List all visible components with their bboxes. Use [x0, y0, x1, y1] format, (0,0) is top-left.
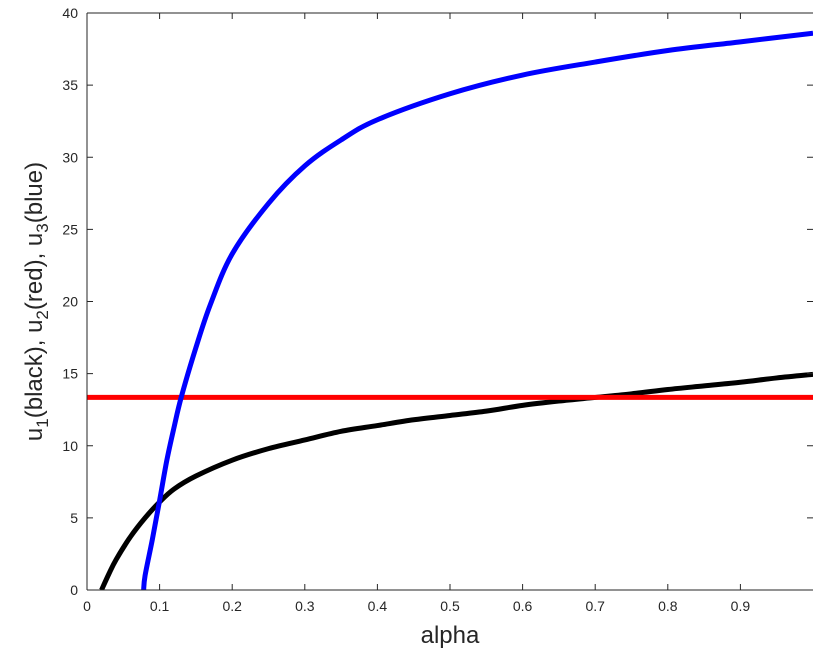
- y-axis-label-subscript: 1: [33, 418, 52, 427]
- y-axis-label-text: (blue): [21, 162, 48, 223]
- x-tick-label: 0.9: [731, 598, 751, 614]
- x-tick-label: 0: [83, 598, 91, 614]
- x-tick-label: 0.8: [658, 598, 678, 614]
- y-tick-label: 10: [62, 438, 78, 454]
- y-tick-label: 40: [62, 5, 78, 21]
- y-axis-label-text: (red), u: [21, 233, 48, 310]
- y-tick-label: 25: [62, 221, 78, 237]
- y-tick-label: 5: [70, 510, 78, 526]
- y-tick-label: 30: [62, 149, 78, 165]
- y-tick-label: 15: [62, 366, 78, 382]
- plot-area: [87, 13, 813, 590]
- x-tick-label: 0.6: [513, 598, 533, 614]
- y-tick-label: 20: [62, 294, 78, 310]
- x-tick-label: 0.3: [295, 598, 315, 614]
- x-tick-label: 0.5: [440, 598, 460, 614]
- series-line-1: [99, 371, 813, 590]
- x-axis-label: alpha: [421, 622, 480, 649]
- y-axis-label: u1(black), u2(red), u3(blue): [21, 162, 52, 441]
- y-axis-label-text: u: [21, 428, 48, 441]
- x-tick-label: 0.2: [222, 598, 242, 614]
- y-axis-label-text: (black), u: [21, 320, 48, 419]
- y-axis-label-subscript: 2: [33, 310, 52, 319]
- series-line-3: [141, 30, 813, 590]
- x-tick-label: 0.7: [585, 598, 605, 614]
- y-axis-label-subscript: 3: [33, 223, 52, 232]
- y-tick-label: 35: [62, 77, 78, 93]
- x-tick-label: 0.4: [368, 598, 388, 614]
- x-tick-label: 0.1: [150, 598, 170, 614]
- y-tick-label: 0: [70, 582, 78, 598]
